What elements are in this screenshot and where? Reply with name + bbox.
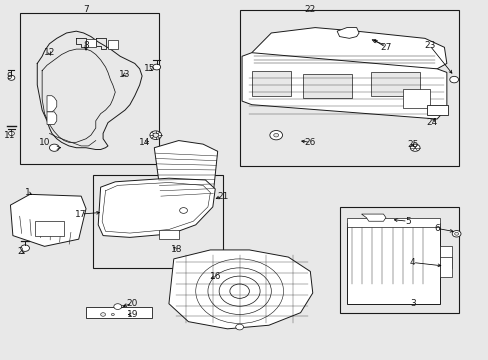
Bar xyxy=(402,89,429,108)
Text: 8: 8 xyxy=(83,41,89,50)
Bar xyxy=(439,257,451,277)
Bar xyxy=(439,246,451,268)
Polygon shape xyxy=(242,53,446,119)
Circle shape xyxy=(273,134,278,137)
Text: 25: 25 xyxy=(406,140,418,149)
Bar xyxy=(370,72,419,96)
Bar xyxy=(339,207,458,313)
Text: 21: 21 xyxy=(216,192,228,201)
Bar xyxy=(20,13,159,164)
Polygon shape xyxy=(86,40,96,46)
Polygon shape xyxy=(10,194,86,246)
Circle shape xyxy=(451,230,460,237)
Circle shape xyxy=(153,64,160,70)
Text: 4: 4 xyxy=(409,258,415,267)
Polygon shape xyxy=(47,112,57,125)
Polygon shape xyxy=(251,28,446,71)
Bar xyxy=(346,223,439,304)
Polygon shape xyxy=(47,96,57,112)
Polygon shape xyxy=(108,40,118,49)
Circle shape xyxy=(449,76,458,83)
Text: 22: 22 xyxy=(304,5,315,14)
Polygon shape xyxy=(168,250,312,329)
Bar xyxy=(35,221,64,235)
Text: 12: 12 xyxy=(44,48,55,57)
Text: 1: 1 xyxy=(24,188,30,197)
Polygon shape xyxy=(154,140,217,205)
Circle shape xyxy=(101,313,105,316)
Text: 15: 15 xyxy=(143,64,155,73)
Text: 3: 3 xyxy=(409,299,415,308)
Bar xyxy=(239,10,458,166)
Text: 16: 16 xyxy=(209,272,221,281)
Bar xyxy=(303,74,351,98)
Text: 24: 24 xyxy=(426,118,437,127)
Circle shape xyxy=(409,144,419,151)
Text: 7: 7 xyxy=(83,5,89,14)
Text: 5: 5 xyxy=(404,217,410,226)
Bar xyxy=(93,175,222,268)
Bar xyxy=(346,218,439,226)
Bar xyxy=(159,230,178,239)
Circle shape xyxy=(114,304,122,310)
Circle shape xyxy=(8,131,14,135)
Text: 10: 10 xyxy=(39,138,50,147)
Circle shape xyxy=(153,133,158,137)
Circle shape xyxy=(179,208,187,213)
Circle shape xyxy=(150,131,161,139)
Circle shape xyxy=(454,232,458,235)
Polygon shape xyxy=(361,214,385,221)
Text: 19: 19 xyxy=(126,310,138,319)
Circle shape xyxy=(20,245,29,251)
Text: 6: 6 xyxy=(433,224,439,233)
Bar xyxy=(251,71,290,96)
Text: 23: 23 xyxy=(423,41,435,50)
Text: 26: 26 xyxy=(304,138,315,147)
Circle shape xyxy=(269,131,282,140)
Polygon shape xyxy=(98,178,215,237)
Bar xyxy=(86,307,152,318)
Text: 17: 17 xyxy=(75,210,87,219)
Polygon shape xyxy=(336,28,358,39)
Text: 11: 11 xyxy=(4,131,15,140)
Text: 20: 20 xyxy=(126,299,138,308)
Text: 9: 9 xyxy=(6,72,12,81)
Text: 14: 14 xyxy=(139,138,150,147)
Circle shape xyxy=(111,314,114,316)
Circle shape xyxy=(49,144,59,151)
Circle shape xyxy=(8,75,15,80)
Text: 2: 2 xyxy=(18,247,23,256)
Text: 18: 18 xyxy=(170,246,182,255)
Circle shape xyxy=(235,324,243,330)
Text: 27: 27 xyxy=(380,43,391,52)
Bar xyxy=(427,105,447,116)
Text: 13: 13 xyxy=(119,70,130,79)
